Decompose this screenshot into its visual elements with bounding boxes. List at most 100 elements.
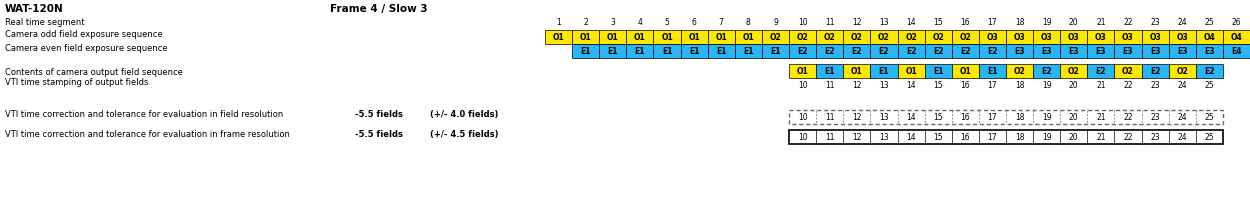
Text: E3: E3 <box>1204 46 1215 55</box>
Bar <box>762 44 789 58</box>
Bar <box>1141 64 1169 78</box>
Text: 15: 15 <box>934 112 942 121</box>
Text: O4: O4 <box>1230 32 1242 42</box>
Text: O3: O3 <box>1149 32 1161 42</box>
Bar <box>735 44 762 58</box>
Text: 12: 12 <box>853 112 861 121</box>
Text: Camera even field exposure sequence: Camera even field exposure sequence <box>5 44 168 53</box>
Bar <box>654 44 680 58</box>
Text: 23: 23 <box>1150 132 1160 142</box>
Text: E2: E2 <box>879 46 889 55</box>
Bar <box>1088 64 1115 78</box>
Bar <box>1169 30 1196 44</box>
Text: 22: 22 <box>1124 132 1132 142</box>
Bar <box>1088 44 1115 58</box>
Bar <box>816 30 844 44</box>
Text: 25: 25 <box>1205 112 1214 121</box>
Text: 11: 11 <box>825 112 835 121</box>
Bar <box>1141 44 1169 58</box>
Text: -5.5 fields: -5.5 fields <box>355 110 402 119</box>
Text: E2: E2 <box>798 46 808 55</box>
Text: 16: 16 <box>960 112 970 121</box>
Bar <box>1169 44 1196 58</box>
Text: 13: 13 <box>879 112 889 121</box>
Text: 14: 14 <box>906 18 916 27</box>
Text: 25: 25 <box>1205 132 1214 142</box>
Text: 23: 23 <box>1150 81 1160 90</box>
Text: 25: 25 <box>1205 18 1214 27</box>
Bar <box>925 30 951 44</box>
Bar <box>599 30 626 44</box>
Text: E1: E1 <box>608 46 618 55</box>
Text: E1: E1 <box>879 66 889 75</box>
Bar <box>951 44 979 58</box>
Text: 10: 10 <box>798 18 808 27</box>
Bar <box>844 44 870 58</box>
Text: 25: 25 <box>1205 81 1214 90</box>
Text: O1: O1 <box>715 32 727 42</box>
Bar <box>626 30 654 44</box>
Bar <box>654 30 680 44</box>
Text: O1: O1 <box>689 32 700 42</box>
Text: O2: O2 <box>1068 66 1080 75</box>
Text: 21: 21 <box>1096 18 1105 27</box>
Text: E4: E4 <box>1231 46 1241 55</box>
Bar <box>870 30 897 44</box>
Bar <box>1032 44 1060 58</box>
Bar <box>1060 64 1088 78</box>
Bar <box>1222 44 1250 58</box>
Bar <box>789 64 816 78</box>
Text: E1: E1 <box>825 66 835 75</box>
Text: O1: O1 <box>661 32 672 42</box>
Text: 3: 3 <box>610 18 615 27</box>
Text: 24: 24 <box>1178 81 1188 90</box>
Bar <box>816 44 844 58</box>
Bar <box>925 64 951 78</box>
Text: 8: 8 <box>746 18 751 27</box>
Text: O3: O3 <box>1176 32 1188 42</box>
Text: 19: 19 <box>1041 18 1051 27</box>
Text: Camera odd field exposure sequence: Camera odd field exposure sequence <box>5 30 162 39</box>
Bar <box>1169 64 1196 78</box>
Text: 18: 18 <box>1015 112 1024 121</box>
Text: O2: O2 <box>770 32 781 42</box>
Bar <box>626 44 654 58</box>
Bar <box>599 44 626 58</box>
Text: 20: 20 <box>1069 18 1079 27</box>
Bar <box>1032 30 1060 44</box>
Bar <box>680 44 707 58</box>
Bar <box>1115 64 1141 78</box>
Bar <box>870 44 897 58</box>
Text: O1: O1 <box>796 66 809 75</box>
Bar <box>762 30 789 44</box>
Text: 6: 6 <box>691 18 696 27</box>
Text: E1: E1 <box>661 46 672 55</box>
Text: 18: 18 <box>1015 132 1024 142</box>
Bar <box>979 30 1006 44</box>
Text: E3: E3 <box>1095 46 1106 55</box>
Bar <box>1032 64 1060 78</box>
Text: E2: E2 <box>1041 66 1052 75</box>
Text: 7: 7 <box>719 18 724 27</box>
Text: 24: 24 <box>1178 18 1188 27</box>
Text: 16: 16 <box>960 132 970 142</box>
Text: 26: 26 <box>1231 18 1241 27</box>
Bar <box>1006 44 1032 58</box>
Bar <box>898 44 925 58</box>
Text: O2: O2 <box>1122 66 1134 75</box>
Text: 15: 15 <box>934 132 942 142</box>
Text: O2: O2 <box>796 32 809 42</box>
Text: VTI time correction and tolerance for evaluation in field resolution: VTI time correction and tolerance for ev… <box>5 110 284 119</box>
Text: E3: E3 <box>1041 46 1052 55</box>
Text: O4: O4 <box>1204 32 1215 42</box>
Text: 22: 22 <box>1124 18 1132 27</box>
Text: VTI time correction and tolerance for evaluation in frame resolution: VTI time correction and tolerance for ev… <box>5 130 290 139</box>
Text: 14: 14 <box>906 81 916 90</box>
Bar <box>898 30 925 44</box>
Text: 15: 15 <box>934 18 942 27</box>
Bar <box>789 30 816 44</box>
Text: O3: O3 <box>1122 32 1134 42</box>
Text: 17: 17 <box>988 132 998 142</box>
Text: E3: E3 <box>1122 46 1134 55</box>
Text: 14: 14 <box>906 132 916 142</box>
